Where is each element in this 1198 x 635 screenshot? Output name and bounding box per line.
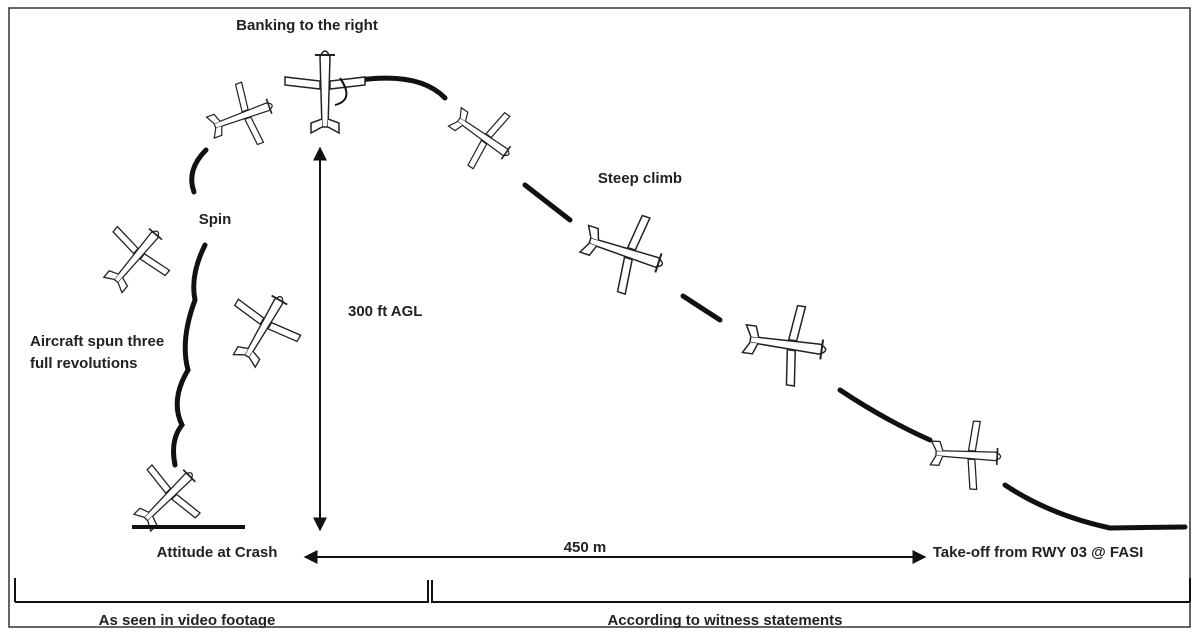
label: full revolutions (30, 355, 138, 372)
label: 450 m (564, 539, 607, 556)
label: As seen in video footage (99, 612, 276, 629)
label: Banking to the right (236, 17, 378, 34)
aircraft-icons (85, 50, 1004, 548)
flight-path (171, 75, 1188, 531)
frame (8, 7, 1191, 628)
label: Take-off from RWY 03 @ FASI (933, 544, 1144, 561)
label: Steep climb (598, 170, 682, 187)
label: Attitude at Crash (157, 544, 278, 561)
label: Spin (199, 211, 232, 228)
label: 300 ft AGL (348, 303, 422, 320)
label: According to witness statements (607, 612, 842, 629)
label: Aircraft spun three (30, 333, 164, 350)
bracket (14, 578, 1191, 603)
